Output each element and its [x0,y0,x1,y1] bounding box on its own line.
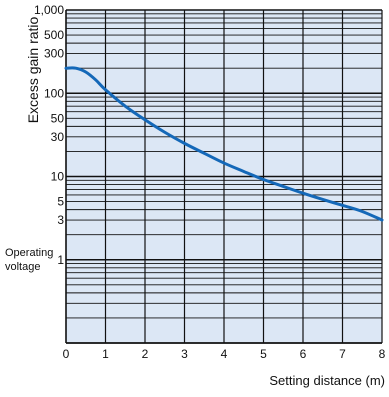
x-tick-label: 7 [339,347,346,361]
y-tick-label: 10 [51,170,65,184]
x-tick-label: 2 [142,347,149,361]
operating-annotation-line2: voltage [5,261,40,273]
x-tick-label: 1 [102,347,109,361]
x-tick-label: 8 [379,347,386,361]
x-tick-labels: 0 1 2 3 4 5 6 7 8 [63,347,386,361]
y-tick-label: 300 [44,47,64,61]
operating-annotation-line1: Operating [5,247,53,259]
x-tick-label: 0 [63,347,70,361]
series-line [64,66,384,222]
y-tick-label: 100 [44,86,64,100]
x-tick-label: 6 [300,347,307,361]
grid-layer [65,9,383,344]
y-tick-label: 1,000 [34,3,64,17]
y-tick-label: 30 [51,130,65,144]
y-tick-label: 500 [44,28,64,42]
y-tick-label: 5 [57,195,64,209]
y-axis-label: Excess gain ratio [25,16,41,123]
y-tick-labels: 1,000 500 300 100 50 30 10 5 3 1 [34,3,64,267]
x-tick-label: 3 [181,347,188,361]
y-tick-label: 3 [57,213,64,227]
x-tick-label: 5 [260,347,267,361]
x-tick-label: 4 [221,347,228,361]
y-tick-label: 50 [51,111,65,125]
x-axis-label: Setting distance (m) [269,373,385,388]
y-tick-label: 1 [57,253,64,267]
